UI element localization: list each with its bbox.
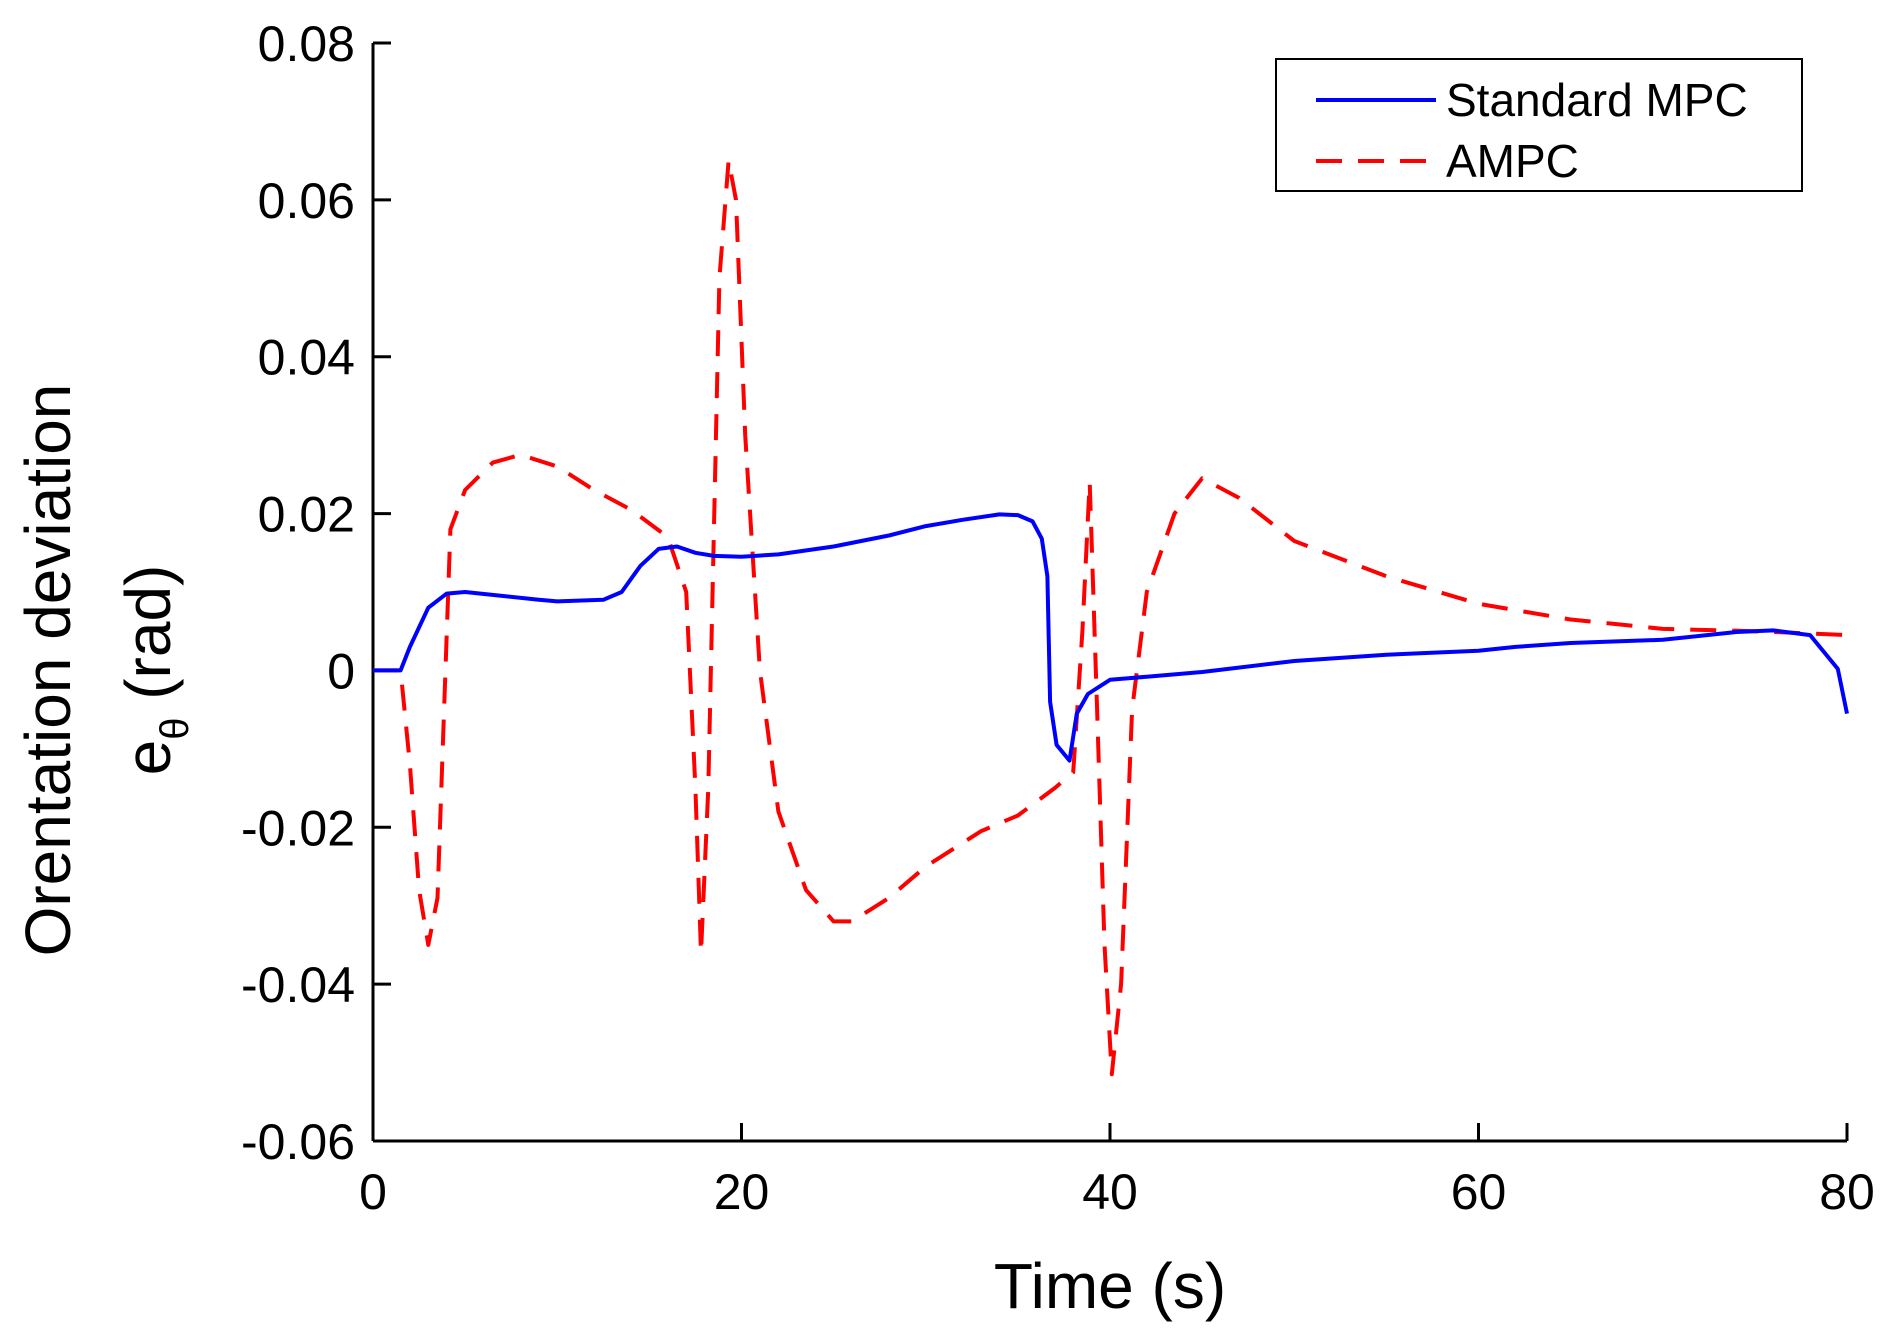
series-line-standard-mpc	[373, 512, 1849, 763]
y-axis-label-unit: (rad)	[112, 565, 184, 718]
x-tick-label: 80	[1819, 1164, 1875, 1220]
series-line-ampc	[373, 158, 1848, 1077]
x-tick-label: 40	[1082, 1164, 1138, 1220]
series-layer	[373, 158, 1849, 1077]
y-axis-label-line1: Orentation deviation	[12, 384, 84, 957]
legend: Standard MPC AMPC	[1275, 58, 1803, 192]
y-axis-label-subscript: θ	[153, 718, 197, 740]
x-axis-label: Time (s)	[994, 1250, 1226, 1322]
y-tick-label: 0	[327, 643, 355, 699]
y-tick-label: 0.06	[258, 173, 355, 229]
y-tick-label: -0.06	[241, 1114, 355, 1170]
legend-box	[1275, 58, 1803, 192]
y-tick-label: 0.02	[258, 487, 355, 543]
x-tick-label: 0	[359, 1164, 387, 1220]
x-tick-label: 20	[714, 1164, 770, 1220]
axes: -0.06 -0.04 -0.02 0 0.02 0.04 0.06 0.08 0 20 40 60 8…	[241, 16, 1875, 1220]
x-tick-label: 60	[1451, 1164, 1507, 1220]
y-tick-label: -0.04	[241, 957, 355, 1013]
y-tick-label: 0.04	[258, 330, 355, 386]
y-axis-label-line2: eθ (rad)	[112, 565, 197, 776]
y-tick-label: -0.02	[241, 800, 355, 856]
legend-label: Standard MPC	[1446, 74, 1748, 126]
legend-label: AMPC	[1446, 135, 1579, 187]
y-axis-label-symbol: e	[112, 740, 184, 776]
y-axis-label: Orentation deviation eθ (rad)	[12, 384, 197, 957]
y-tick-label: 0.08	[258, 16, 355, 72]
